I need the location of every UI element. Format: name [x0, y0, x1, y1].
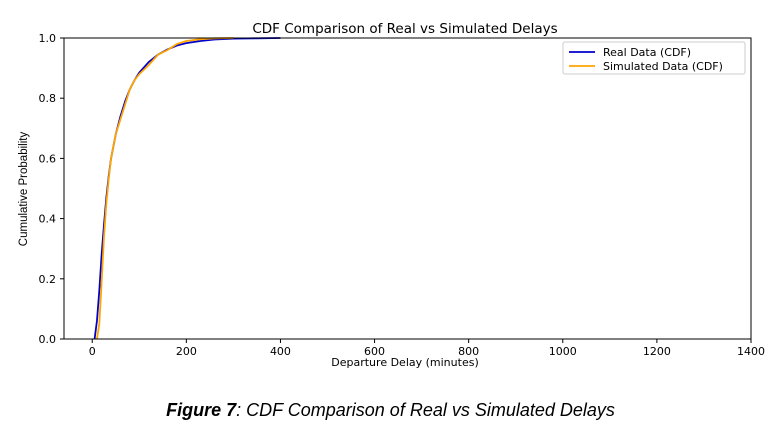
x-tick-label: 1200	[643, 345, 671, 358]
x-tick-label: 400	[270, 345, 291, 358]
legend-label: Simulated Data (CDF)	[603, 60, 723, 73]
legend: Real Data (CDF)Simulated Data (CDF)	[563, 42, 745, 74]
y-axis-ticks: 0.0 0.2 0.4 0.6 0.8 1.0	[39, 32, 65, 346]
chart-figure: CDF Comparison of Real vs Simulated Dela…	[0, 0, 781, 400]
y-tick-label: 0.8	[39, 92, 57, 105]
x-tick-label: 200	[176, 345, 197, 358]
y-tick-label: 0.4	[39, 213, 57, 226]
caption-text: : CDF Comparison of Real vs Simulated De…	[236, 400, 615, 420]
series-line-real	[95, 38, 281, 339]
chart-title: CDF Comparison of Real vs Simulated Dela…	[252, 21, 557, 37]
x-tick-label: 0	[89, 345, 96, 358]
legend-label: Real Data (CDF)	[603, 46, 691, 59]
series-line-simulated	[97, 38, 233, 339]
axes-frame	[64, 38, 751, 339]
y-tick-label: 0.6	[39, 152, 57, 165]
x-tick-label: 1400	[737, 345, 765, 358]
y-tick-label: 1.0	[39, 32, 57, 45]
y-tick-label: 0.2	[39, 273, 57, 286]
caption-label: Figure 7	[166, 400, 236, 420]
x-tick-label: 1000	[549, 345, 577, 358]
plot-area	[64, 38, 751, 339]
y-axis-label: Cumulative Probability	[18, 132, 30, 247]
y-tick-label: 0.0	[39, 333, 57, 346]
figure-caption: Figure 7: CDF Comparison of Real vs Simu…	[0, 400, 781, 421]
x-axis-label: Departure Delay (minutes)	[331, 356, 478, 369]
